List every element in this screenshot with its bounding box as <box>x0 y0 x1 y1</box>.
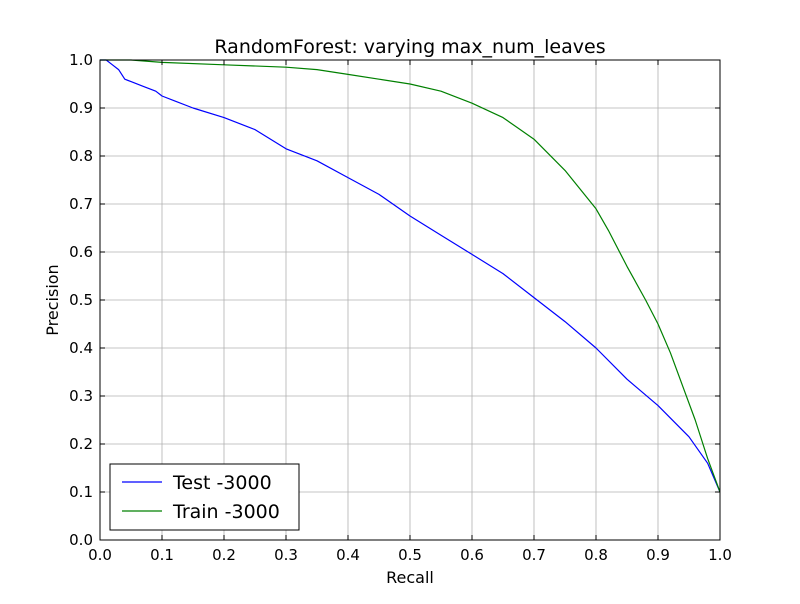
legend: Test -3000 Train -3000 <box>109 463 300 531</box>
axis-ticks: 0.0 0.1 0.2 0.3 0.4 0.5 0.6 0.7 0.8 0.9 1.0 0.0 0.1 0… <box>69 51 732 564</box>
x-tick-label: 0.5 <box>398 546 422 564</box>
x-tick-label: 0.6 <box>460 546 484 564</box>
series-line-train <box>100 59 721 493</box>
x-tick-label: 0.4 <box>336 546 360 564</box>
x-tick-label: 0.9 <box>646 546 670 564</box>
y-tick-label: 0.2 <box>69 435 93 453</box>
y-tick-label: 0.3 <box>69 387 93 405</box>
x-tick-label: 0.1 <box>150 546 174 564</box>
y-tick-label: 0.0 <box>69 531 93 549</box>
x-tick-label: 0.0 <box>88 546 112 564</box>
legend-label-train: Train -3000 <box>172 501 280 523</box>
y-tick-label: 0.6 <box>69 243 93 261</box>
y-tick-label: 0.9 <box>69 99 93 117</box>
x-tick-label: 0.2 <box>212 546 236 564</box>
y-tick-label: 0.4 <box>69 339 93 357</box>
y-tick-label: 0.1 <box>69 483 93 501</box>
x-tick-label: 0.3 <box>274 546 298 564</box>
y-tick-label: 0.7 <box>69 195 93 213</box>
y-tick-label: 1.0 <box>69 51 93 69</box>
y-tick-label: 0.8 <box>69 147 93 165</box>
legend-label-test: Test -3000 <box>172 472 272 494</box>
y-tick-label: 0.5 <box>69 291 93 309</box>
chart-title: RandomForest: varying max_num_leaves <box>214 36 605 58</box>
series-lines <box>100 59 721 493</box>
y-axis-label: Precision <box>43 264 62 335</box>
x-axis-label: Recall <box>386 568 434 587</box>
x-tick-label: 0.7 <box>522 546 546 564</box>
series-line-test <box>100 59 721 493</box>
x-tick-label: 0.8 <box>584 546 608 564</box>
legend-box <box>109 463 300 531</box>
x-tick-label: 1.0 <box>708 546 732 564</box>
